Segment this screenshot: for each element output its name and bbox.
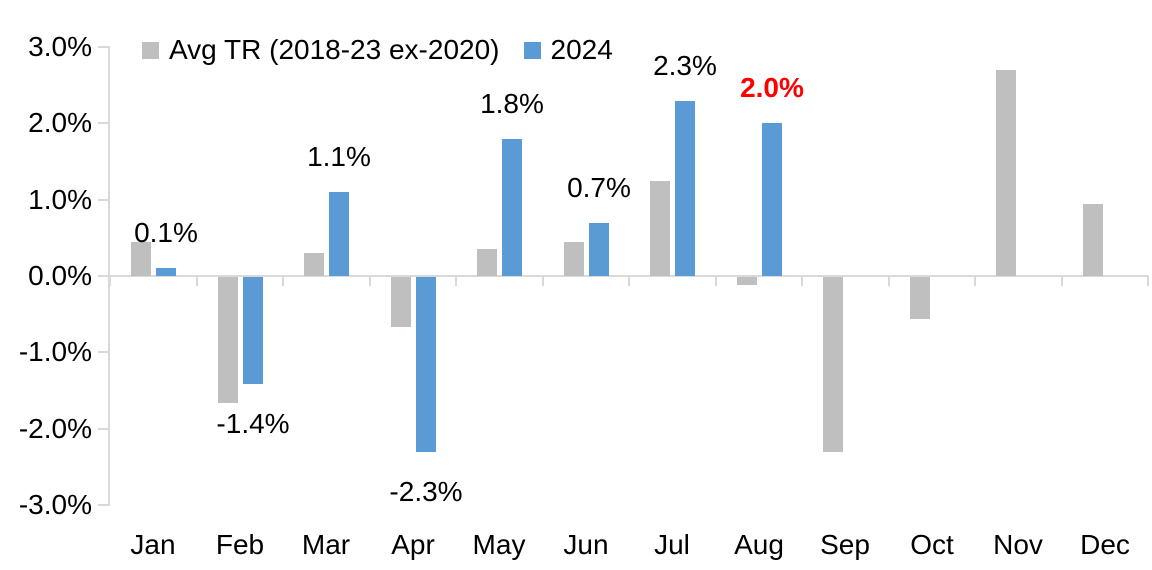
bar-2024-apr	[416, 277, 436, 452]
x-axis-label-jun: Jun	[563, 529, 609, 560]
bar-2024-feb	[243, 277, 263, 384]
x-axis-label-may: May	[472, 529, 526, 560]
bar-avg-aug	[737, 277, 757, 285]
bar-2024-jun	[589, 223, 609, 276]
legend-label-avg: Avg TR (2018-23 ex-2020)	[169, 34, 500, 65]
bar-2024-jul	[675, 101, 695, 276]
bar-avg-oct	[910, 277, 930, 319]
y-axis-label: -2.0%	[18, 413, 92, 444]
x-axis-tick	[455, 276, 457, 286]
bar-2024-may	[502, 139, 522, 276]
bar-avg-nov	[996, 70, 1016, 276]
y-axis-tick	[98, 275, 110, 277]
x-axis-tick	[1147, 276, 1149, 286]
legend-swatch-2024-icon	[523, 41, 541, 59]
data-label-jan: 0.1%	[134, 217, 198, 248]
y-axis-label: -3.0%	[18, 489, 92, 520]
data-label-jul: 2.3%	[653, 50, 717, 81]
x-axis-label-sep: Sep	[820, 529, 870, 560]
x-axis-label-jul: Jul	[654, 529, 690, 560]
bar-avg-dec	[1083, 204, 1103, 276]
bar-2024-aug	[762, 123, 782, 276]
x-axis-tick	[369, 276, 371, 286]
y-axis-label: 3.0%	[28, 31, 92, 62]
y-axis-tick	[98, 351, 110, 353]
data-label-mar: 1.1%	[307, 141, 371, 172]
data-label-apr: -2.3%	[389, 476, 463, 507]
data-label-may: 1.8%	[480, 88, 544, 119]
bar-2024-mar	[329, 192, 349, 276]
y-axis-label: 0.0%	[28, 260, 92, 291]
x-axis-label-mar: Mar	[301, 529, 351, 560]
x-axis-tick	[282, 276, 284, 286]
bar-avg-sep	[823, 277, 843, 452]
bar-2024-jan	[156, 268, 176, 276]
x-axis-tick	[888, 276, 890, 286]
x-axis-label-feb: Feb	[215, 529, 265, 560]
y-axis-tick	[98, 122, 110, 124]
x-axis-tick	[628, 276, 630, 286]
data-label-feb: -1.4%	[216, 408, 290, 439]
bar-avg-mar	[304, 253, 324, 276]
x-axis-tick	[196, 276, 198, 286]
legend-item-2024: 2024	[523, 33, 613, 67]
x-axis-label-aug: Aug	[734, 529, 784, 560]
bar-avg-jul	[650, 181, 670, 276]
x-axis-label-jan: Jan	[130, 529, 176, 560]
data-label-jun: 0.7%	[567, 172, 631, 203]
y-axis-tick	[98, 46, 110, 48]
x-axis-label-apr: Apr	[391, 529, 435, 560]
bar-avg-feb	[218, 277, 238, 403]
y-axis-tick	[98, 504, 110, 506]
x-axis-tick	[801, 276, 803, 286]
legend-item-avg: Avg TR (2018-23 ex-2020)	[142, 33, 500, 67]
x-axis-tick	[109, 276, 111, 286]
bar-avg-may	[477, 249, 497, 276]
x-axis-tick	[974, 276, 976, 286]
data-label-aug: 2.0%	[740, 72, 804, 103]
x-axis-label-dec: Dec	[1080, 529, 1130, 560]
x-axis-tick	[542, 276, 544, 286]
x-axis-tick	[1061, 276, 1063, 286]
x-axis-label-nov: Nov	[993, 529, 1043, 560]
x-axis-label-oct: Oct	[910, 529, 954, 560]
bar-avg-apr	[391, 277, 411, 327]
y-axis-label: 1.0%	[28, 184, 92, 215]
legend-label-2024: 2024	[550, 34, 613, 65]
y-axis-tick	[98, 199, 110, 201]
legend-swatch-avg-icon	[142, 41, 159, 59]
legend: Avg TR (2018-23 ex-2020) 2024	[142, 33, 613, 67]
y-axis-label: 2.0%	[28, 107, 92, 138]
y-axis-label: -1.0%	[18, 336, 92, 367]
x-axis-tick	[715, 276, 717, 286]
bar-avg-jun	[564, 242, 584, 276]
bar-avg-jan	[131, 242, 151, 276]
y-axis-tick	[98, 428, 110, 430]
